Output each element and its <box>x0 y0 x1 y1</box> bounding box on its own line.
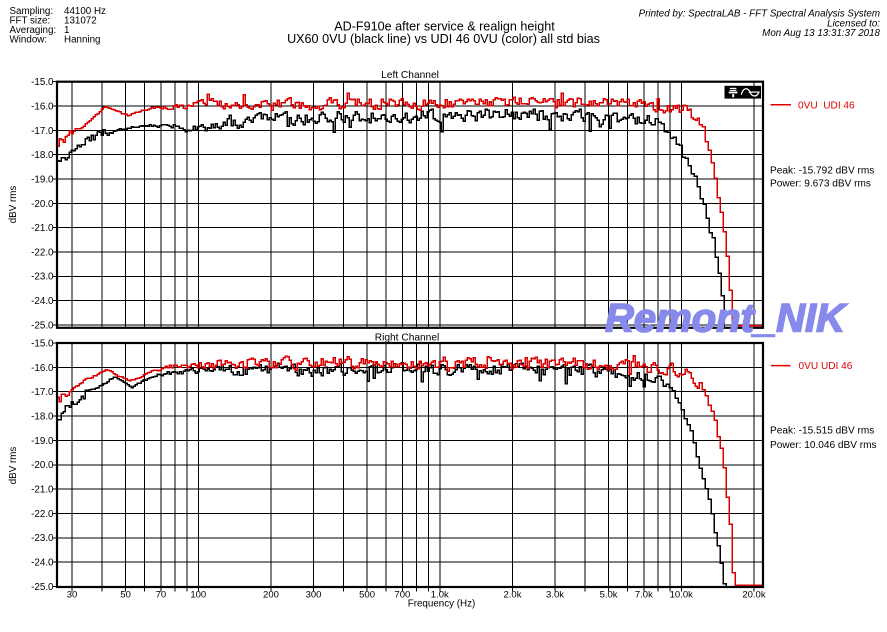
svg-text:131072: 131072 <box>64 16 97 27</box>
svg-text:30: 30 <box>67 590 78 601</box>
svg-text:-25.0: -25.0 <box>31 582 54 593</box>
svg-text:Right Channel: Right Channel <box>375 333 440 344</box>
svg-text:700: 700 <box>394 590 410 601</box>
svg-text:44100 Hz: 44100 Hz <box>64 6 106 17</box>
svg-text:-19.0: -19.0 <box>31 436 54 447</box>
svg-text:-15.0: -15.0 <box>31 77 54 88</box>
svg-text:-15.0: -15.0 <box>31 338 54 349</box>
svg-text:-21.0: -21.0 <box>31 485 54 496</box>
svg-text:-21.0: -21.0 <box>31 223 54 234</box>
svg-text:Hanning: Hanning <box>64 35 101 46</box>
svg-text:Peak: -15.515 dBV rms: Peak: -15.515 dBV rms <box>770 426 874 437</box>
svg-text:UX60 0VU (black line) vs UDI 4: UX60 0VU (black line) vs UDI 46 0VU (col… <box>287 32 600 46</box>
svg-text:-23.0: -23.0 <box>31 272 54 283</box>
svg-text:FFT size:: FFT size: <box>10 16 51 27</box>
svg-text:-24.0: -24.0 <box>31 558 54 569</box>
svg-text:300: 300 <box>306 590 322 601</box>
svg-text:10.0k: 10.0k <box>670 590 693 601</box>
svg-text:dBV rms: dBV rms <box>8 447 19 485</box>
svg-text:-17.0: -17.0 <box>31 126 54 137</box>
svg-text:Left Channel: Left Channel <box>381 70 439 81</box>
svg-text:-20.0: -20.0 <box>31 460 54 471</box>
svg-text:Peak: -15.792 dBV rms: Peak: -15.792 dBV rms <box>770 166 874 177</box>
svg-text:-22.0: -22.0 <box>31 509 54 520</box>
svg-text:Mon Aug 13 13:31:37 2018: Mon Aug 13 13:31:37 2018 <box>762 28 880 39</box>
svg-text:-25.0: -25.0 <box>31 320 54 331</box>
svg-text:-22.0: -22.0 <box>31 247 54 258</box>
svg-text:70: 70 <box>156 590 167 601</box>
svg-text:500: 500 <box>359 590 375 601</box>
svg-text:-16.0: -16.0 <box>31 363 54 374</box>
svg-text:1: 1 <box>64 25 69 36</box>
svg-text:dBV rms: dBV rms <box>8 186 19 224</box>
svg-text:-19.0: -19.0 <box>31 174 54 185</box>
svg-text:-24.0: -24.0 <box>31 296 54 307</box>
svg-text:-17.0: -17.0 <box>31 387 54 398</box>
svg-text:Power: 9.673 dBV rms: Power: 9.673 dBV rms <box>770 178 871 189</box>
svg-text:5.0k: 5.0k <box>600 590 618 601</box>
svg-text:1.0k: 1.0k <box>431 590 449 601</box>
svg-text:Printed by: SpectraLAB - FFT S: Printed by: SpectraLAB - FFT Spectral An… <box>639 9 880 20</box>
svg-text:Frequency (Hz): Frequency (Hz) <box>408 599 476 610</box>
svg-text:Licensed to:: Licensed to: <box>827 19 880 30</box>
svg-text:-18.0: -18.0 <box>31 411 54 422</box>
svg-text:Power: 10.046 dBV rms: Power: 10.046 dBV rms <box>770 440 877 451</box>
svg-text:7.0k: 7.0k <box>635 590 653 601</box>
svg-text:AD-F910e after service & reali: AD-F910e after service & realign height <box>334 20 555 34</box>
svg-text:Sampling:: Sampling: <box>10 6 54 17</box>
svg-text:-23.0: -23.0 <box>31 533 54 544</box>
svg-text:200: 200 <box>263 590 279 601</box>
svg-text:100: 100 <box>190 590 206 601</box>
svg-text:Window:: Window: <box>10 35 48 46</box>
svg-text:3.0k: 3.0k <box>546 590 564 601</box>
svg-text:0VU UDI 46: 0VU UDI 46 <box>798 101 855 112</box>
svg-text:20.0k: 20.0k <box>742 590 765 601</box>
svg-text:0VU UDI 46: 0VU UDI 46 <box>799 361 853 372</box>
svg-text:-16.0: -16.0 <box>31 101 54 112</box>
svg-text:50: 50 <box>120 590 131 601</box>
svg-text:-18.0: -18.0 <box>31 150 54 161</box>
svg-text:2.0k: 2.0k <box>503 590 521 601</box>
svg-text:Remont_NIK: Remont_NIK <box>605 297 848 341</box>
svg-text:Averaging:: Averaging: <box>10 25 57 36</box>
svg-text:-20.0: -20.0 <box>31 199 54 210</box>
